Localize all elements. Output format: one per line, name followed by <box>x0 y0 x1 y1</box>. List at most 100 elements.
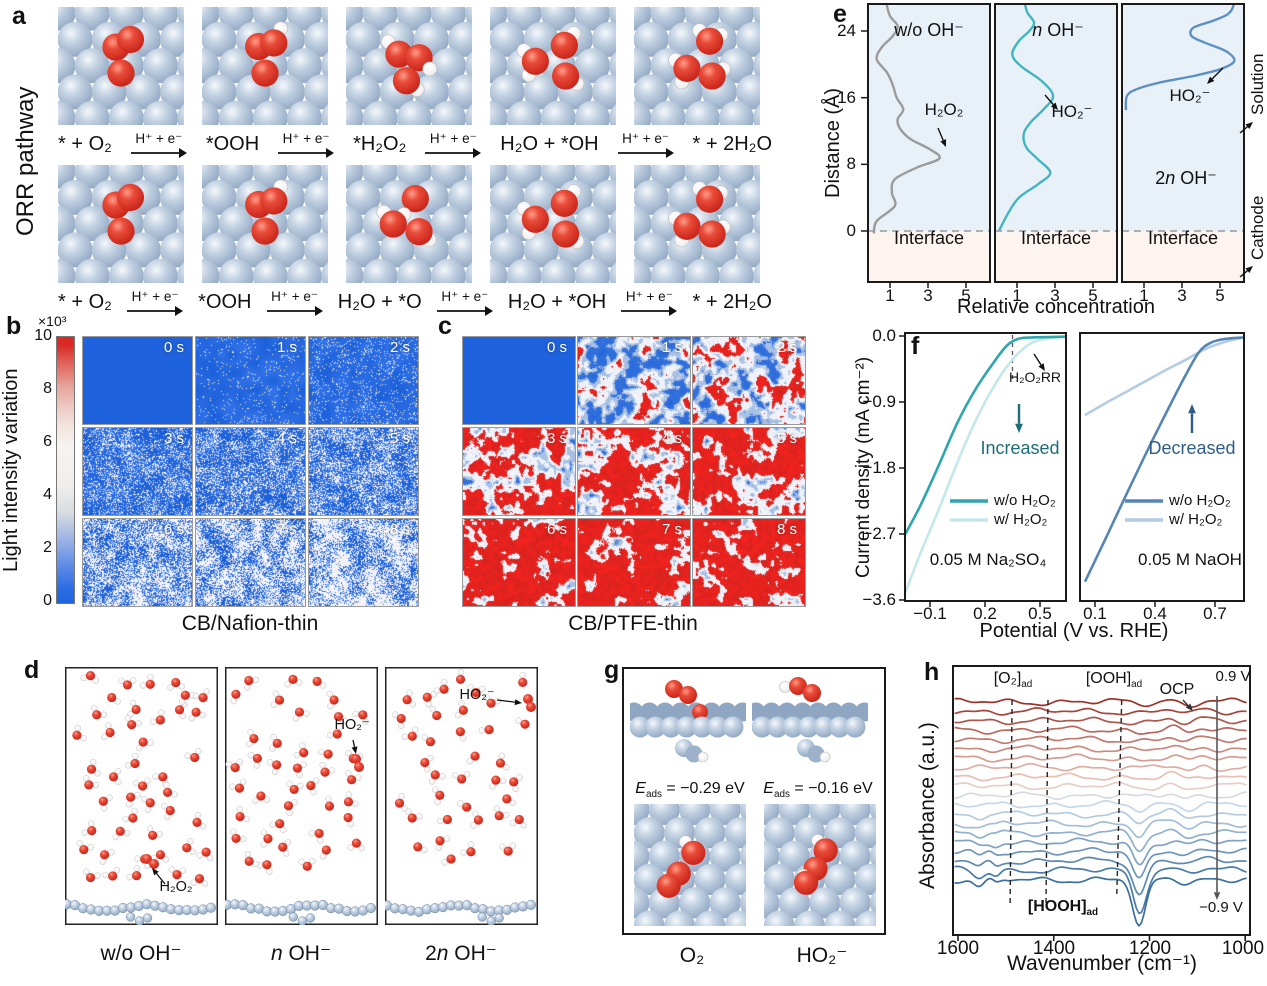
panel-h-xlabel: Wavenumber (cm⁻¹) <box>1007 952 1197 975</box>
heatmap-cell: 1 s <box>195 336 306 425</box>
spectrum-curve <box>954 770 1247 782</box>
increased-label: Increased <box>980 438 1060 458</box>
annotation-h2o2: H₂O₂ <box>924 100 964 119</box>
panel-a-letter: a <box>12 2 26 30</box>
heatmap-cell: 3 s <box>82 427 193 516</box>
ytick: −1.8 <box>862 458 896 477</box>
lattice-cell <box>490 7 616 125</box>
panel-c-caption: CB/PTFE-thin <box>568 612 698 635</box>
eq2-term: H₂O + *O <box>337 290 422 313</box>
colorbar-tick: 6 <box>43 433 52 450</box>
legend-w-h2o2: w/ H₂O₂ <box>1169 511 1223 528</box>
panel-e-label-2n: 2n OH⁻ <box>1155 168 1217 188</box>
time-label: 7 s <box>276 521 297 538</box>
label-v-bottom: −0.9 V <box>1199 899 1243 916</box>
time-label: 3 s <box>546 430 567 447</box>
spectrum-curve <box>954 762 1247 772</box>
colorbar-tick: 10 <box>34 327 52 344</box>
ir-spectra <box>952 665 1251 941</box>
spectrum-curve <box>954 744 1247 754</box>
xtick: 0.7 <box>1203 604 1227 623</box>
xtick: 0.1 <box>1083 604 1107 623</box>
lattice-cell <box>634 165 760 283</box>
colorbar-tick: 4 <box>43 486 52 503</box>
ytick: −2.7 <box>862 524 896 543</box>
ytick: −3.6 <box>862 590 896 609</box>
ytick: 0.0 <box>872 326 896 345</box>
panel-b-axis-label: Light intensity variation <box>0 368 22 572</box>
md-snapshot-1 <box>65 667 218 925</box>
md-box <box>65 667 218 925</box>
panel-f-caption-left: 0.05 M Na₂SO₄ <box>929 550 1047 569</box>
right-arrow-icon <box>617 147 674 158</box>
spectrum-curve <box>954 753 1247 763</box>
time-label: 0 s <box>546 339 567 356</box>
o2-top-view <box>634 804 746 926</box>
right-arrow-icon <box>130 147 187 158</box>
spectrum-curve <box>954 791 1247 801</box>
decreased-label: Decreased <box>1148 438 1236 458</box>
lattice-cell <box>202 7 328 125</box>
spectrum-curve <box>954 855 1247 896</box>
md-snapshot-2 <box>225 667 378 925</box>
reaction-arrow: H⁺ + e⁻ <box>278 131 335 158</box>
lsv-curve <box>906 335 1065 535</box>
spectrum-curve <box>954 735 1247 745</box>
heatmap-cell: 8 s <box>692 518 806 607</box>
reaction-arrow: H⁺ + e⁻ <box>621 289 678 316</box>
time-label: 4 s <box>661 430 682 447</box>
spectrum-curve <box>954 865 1247 915</box>
ytick: 16 <box>837 88 856 107</box>
panel-h-letter: h <box>924 658 940 686</box>
lsv-curve <box>1084 336 1243 417</box>
profile-curve <box>872 5 941 234</box>
lattice-cell <box>490 165 616 283</box>
slab-side-view <box>630 680 746 763</box>
eq1-term: *H₂O₂ <box>353 132 407 155</box>
label-ocp: OCP <box>1159 681 1195 698</box>
reaction-arrow: H⁺ + e⁻ <box>436 289 493 316</box>
interface-label: Interface <box>1147 228 1219 248</box>
eq1-term: * + O₂ <box>58 132 112 155</box>
eq1-term: H₂O + *OH <box>500 132 599 155</box>
spectrum-curve <box>954 707 1247 716</box>
time-label: 5 s <box>776 430 797 447</box>
xtick: 1400 <box>1032 938 1076 959</box>
spectrum-curve <box>954 724 1247 735</box>
panel-h-ylabel: Absorbance (a.u.) <box>916 722 939 889</box>
panel-g-caption-right: HO₂⁻ <box>796 944 848 967</box>
lattice-cell <box>58 7 184 125</box>
colorbar <box>56 336 75 604</box>
panel-f-xlabel: Potential (V vs. RHE) <box>979 620 1169 642</box>
reaction-arrow: H⁺ + e⁻ <box>617 131 674 158</box>
annotation-ho2: HO₂⁻ <box>1051 102 1093 121</box>
heatmap-cell: 0 s <box>462 336 576 425</box>
label-o2-ad: [O₂]ad <box>993 670 1033 691</box>
time-label: 1 s <box>276 339 297 356</box>
spectrum-curve <box>954 876 1247 927</box>
xtick: 3 <box>1050 286 1060 305</box>
heatmap-cell: 4 s <box>577 427 691 516</box>
heatmap-cell: 2 s <box>308 336 419 425</box>
heatmap-cell: 2 s <box>692 336 806 425</box>
panel-d-caption-2: n OH⁻ <box>270 942 332 965</box>
spectrum-curve <box>954 697 1247 708</box>
xtick: 1000 <box>1221 938 1265 959</box>
spectrum-curve <box>954 837 1247 866</box>
time-label: 7 s <box>661 521 682 538</box>
profile-curve <box>997 5 1055 232</box>
right-arrow-icon <box>436 305 493 316</box>
eq2-term: * + 2H₂O <box>692 290 772 313</box>
panel-f-letter: f <box>911 332 920 360</box>
colorbar-tick: 8 <box>43 380 52 397</box>
xtick: 3 <box>923 286 933 305</box>
lsv-plots <box>899 332 1245 607</box>
label-v-top: 0.9 V <box>1215 668 1251 685</box>
solution-label: Solution <box>1248 53 1267 115</box>
time-label: 5 s <box>389 430 410 447</box>
xtick: 0.4 <box>1143 604 1167 623</box>
panel-e-letter: e <box>833 0 847 28</box>
colorbar-exponent: ×10³ <box>38 313 67 329</box>
heatmap-cell: 3 s <box>462 427 576 516</box>
time-label: 2 s <box>389 339 410 356</box>
